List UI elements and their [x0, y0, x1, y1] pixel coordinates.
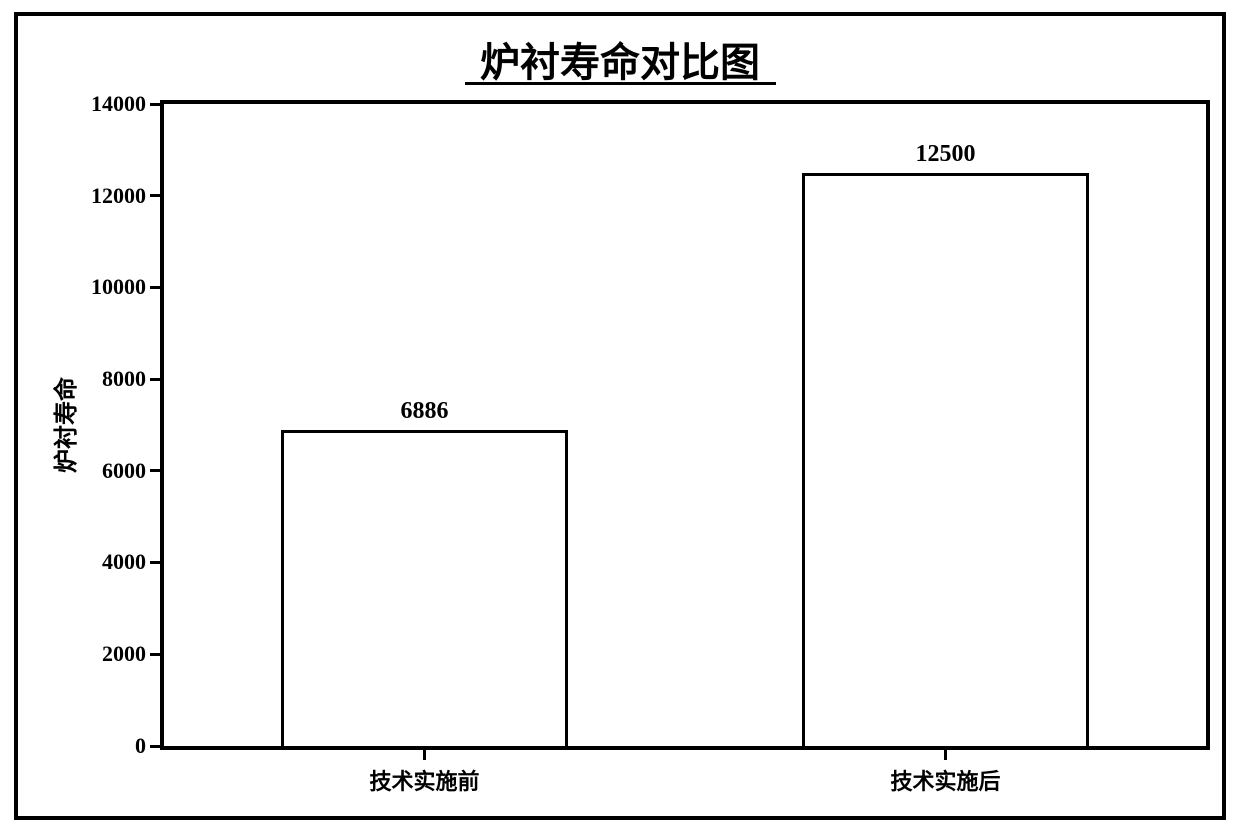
y-tick-label: 10000 [91, 274, 146, 300]
x-tick-label: 技术实施前 [305, 764, 545, 796]
y-tick-mark [150, 469, 160, 472]
chart-title-underline [465, 82, 776, 85]
bar [281, 430, 568, 746]
x-tick-mark [423, 750, 426, 760]
y-tick-label: 4000 [102, 549, 146, 575]
chart-title: 炉衬寿命对比图 [0, 30, 1240, 88]
x-tick-mark [944, 750, 947, 760]
y-tick-label: 14000 [91, 91, 146, 117]
bar-value-label: 6886 [345, 398, 505, 425]
y-axis-title: 炉衬寿命 [46, 377, 81, 473]
y-tick-mark [150, 194, 160, 197]
y-tick-label: 2000 [102, 641, 146, 667]
y-tick-label: 12000 [91, 183, 146, 209]
bar-value-label: 12500 [866, 141, 1026, 168]
y-tick-mark [150, 561, 160, 564]
y-tick-mark [150, 378, 160, 381]
y-tick-label: 6000 [102, 458, 146, 484]
bar [802, 173, 1089, 746]
x-tick-label: 技术实施后 [826, 764, 1066, 796]
y-tick-mark [150, 286, 160, 289]
y-tick-label: 8000 [102, 366, 146, 392]
y-tick-label: 0 [135, 733, 146, 759]
y-tick-mark [150, 653, 160, 656]
y-tick-mark [150, 745, 160, 748]
y-tick-mark [150, 103, 160, 106]
